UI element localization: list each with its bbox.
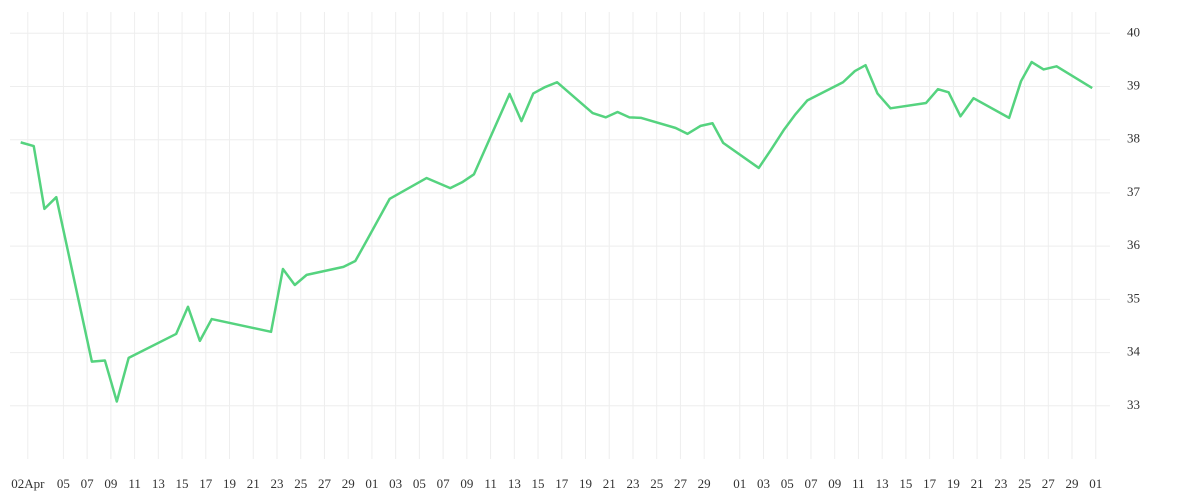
- x-tick-label: 29: [1066, 476, 1079, 491]
- x-tick-label: 02Apr: [11, 476, 45, 491]
- x-tick-label: 21: [971, 476, 984, 491]
- x-tick-label: 23: [270, 476, 283, 491]
- x-tick-label: 19: [947, 476, 960, 491]
- x-tick-label: 11: [852, 476, 865, 491]
- x-tick-label: 19: [223, 476, 236, 491]
- x-tick-label: 21: [247, 476, 260, 491]
- x-tick-label: 19: [579, 476, 592, 491]
- x-tick-label: 11: [128, 476, 141, 491]
- x-tick-label: 23: [626, 476, 639, 491]
- x-tick-label: 17: [199, 476, 213, 491]
- x-tick-label: 03: [389, 476, 402, 491]
- x-tick-label: 23: [994, 476, 1007, 491]
- x-tick-label: 03: [757, 476, 770, 491]
- line: [20, 60, 1093, 403]
- x-tick-label: 25: [650, 476, 663, 491]
- x-tick-label: 05: [413, 476, 426, 491]
- x-tick-label: 25: [1018, 476, 1031, 491]
- x-tick-label: 09: [828, 476, 841, 491]
- x-tick-label: 21: [603, 476, 616, 491]
- x-tick-label: 27: [318, 476, 332, 491]
- x-tick-label: 29: [342, 476, 355, 491]
- x-tick-label: 05: [781, 476, 794, 491]
- x-tick-label: 07: [804, 476, 818, 491]
- x-tick-label: 15: [176, 476, 189, 491]
- x-tick-label: 25: [294, 476, 307, 491]
- x-tick-label: 15: [532, 476, 545, 491]
- x-tick-label: 13: [508, 476, 521, 491]
- x-tick-label: 09: [104, 476, 117, 491]
- y-tick-label: 38: [1127, 131, 1140, 146]
- x-tick-label: 01: [1089, 476, 1102, 491]
- x-tick-label: 01: [733, 476, 746, 491]
- x-tick-label: 15: [899, 476, 912, 491]
- x-tick-label: 17: [923, 476, 937, 491]
- y-tick-label: 40: [1127, 24, 1140, 39]
- x-tick-label: 05: [57, 476, 70, 491]
- x-tick-label: 07: [437, 476, 451, 491]
- x-tick-label: 29: [698, 476, 711, 491]
- x-tick-label: 07: [81, 476, 95, 491]
- x-tick-label: 01: [365, 476, 378, 491]
- x-tick-label: 17: [555, 476, 569, 491]
- y-tick-label: 35: [1127, 290, 1140, 305]
- y-tick-label: 33: [1127, 397, 1140, 412]
- y-tick-label: 36: [1127, 237, 1141, 252]
- x-tick-label: 13: [152, 476, 165, 491]
- x-tick-label: 11: [484, 476, 497, 491]
- x-tick-label: 27: [674, 476, 688, 491]
- y-tick-label: 37: [1127, 184, 1141, 199]
- x-tick-label: 27: [1042, 476, 1056, 491]
- x-tick-label: 13: [876, 476, 889, 491]
- y-tick-label: 34: [1127, 344, 1141, 359]
- x-tick-label: 09: [460, 476, 473, 491]
- y-tick-label: 39: [1127, 77, 1140, 92]
